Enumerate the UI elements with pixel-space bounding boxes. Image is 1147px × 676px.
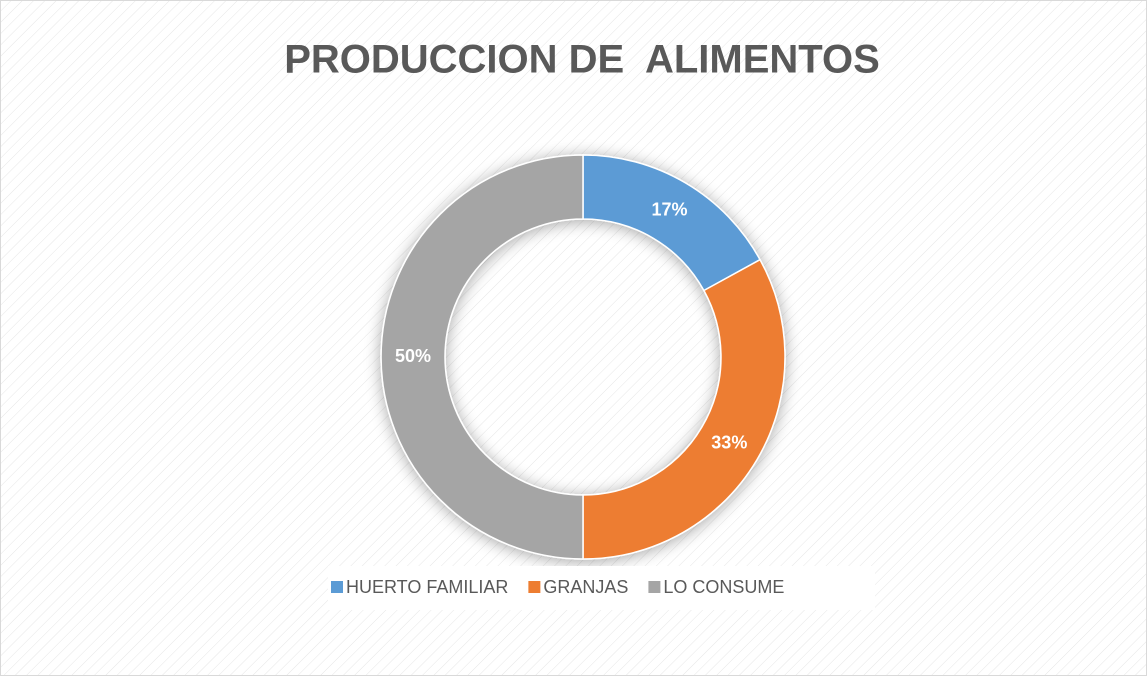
donut bbox=[380, 154, 786, 560]
data-label: 33% bbox=[711, 432, 747, 452]
data-label: 50% bbox=[395, 346, 431, 366]
legend-swatch bbox=[331, 581, 343, 593]
legend-label: HUERTO FAMILIAR bbox=[346, 577, 508, 597]
chart-title: PRODUCCION DE ALIMENTOS bbox=[284, 38, 880, 82]
legend-label: GRANJAS bbox=[543, 577, 628, 597]
legend-swatch bbox=[528, 581, 541, 593]
donut-slice bbox=[380, 154, 584, 560]
legend-label: LO CONSUME bbox=[663, 577, 784, 597]
data-label: 17% bbox=[652, 199, 688, 219]
legend-box bbox=[328, 566, 875, 610]
donut-slice bbox=[582, 258, 786, 560]
legend-swatch bbox=[648, 581, 661, 593]
